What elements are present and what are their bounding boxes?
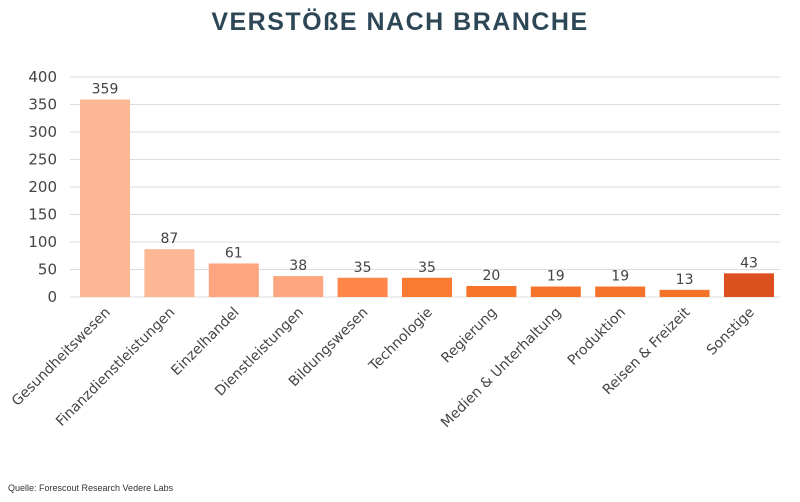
x-tick-label: Medien & Unterhaltung xyxy=(438,305,565,432)
bar xyxy=(144,249,195,297)
y-tick-label: 150 xyxy=(28,206,57,224)
bar xyxy=(595,286,646,297)
y-tick-label: 0 xyxy=(47,288,57,306)
y-tick-label: 300 xyxy=(28,123,57,141)
data-label: 35 xyxy=(354,260,372,276)
bar xyxy=(466,286,517,297)
x-tick-label: Technologie xyxy=(365,305,435,375)
bar xyxy=(724,273,774,297)
data-label: 13 xyxy=(676,272,694,288)
bar xyxy=(530,286,581,297)
data-label: 19 xyxy=(611,269,629,285)
x-tick-label: Regierung xyxy=(438,305,500,367)
data-label: 38 xyxy=(289,258,307,274)
bar xyxy=(402,277,452,297)
x-tick-label: Sonstige xyxy=(704,305,758,359)
bar-chart: 050100150200250300350400359Gesundheitswe… xyxy=(9,68,780,432)
source-note: Quelle: Forescout Research Vedere Labs xyxy=(8,483,174,493)
x-tick-label: Produktion xyxy=(565,305,629,369)
data-label: 35 xyxy=(418,260,436,276)
y-tick-label: 100 xyxy=(28,233,57,251)
data-label: 61 xyxy=(225,245,243,261)
y-tick-label: 200 xyxy=(28,178,57,196)
data-label: 87 xyxy=(160,231,178,247)
chart-title: VERSTÖßE NACH BRANCHE xyxy=(211,8,589,36)
x-tick-label: Finanzdienstleistungen xyxy=(53,305,178,430)
y-tick-label: 250 xyxy=(28,151,57,169)
data-label: 20 xyxy=(482,268,500,284)
data-label: 359 xyxy=(92,82,119,98)
bar xyxy=(80,99,130,297)
bar xyxy=(208,263,259,297)
bar xyxy=(337,277,388,297)
bar xyxy=(273,276,324,297)
y-tick-label: 350 xyxy=(28,96,57,114)
y-tick-label: 50 xyxy=(38,261,57,279)
bar xyxy=(659,289,710,297)
data-label: 43 xyxy=(740,255,758,271)
y-tick-label: 400 xyxy=(28,68,57,86)
data-label: 19 xyxy=(547,269,565,285)
